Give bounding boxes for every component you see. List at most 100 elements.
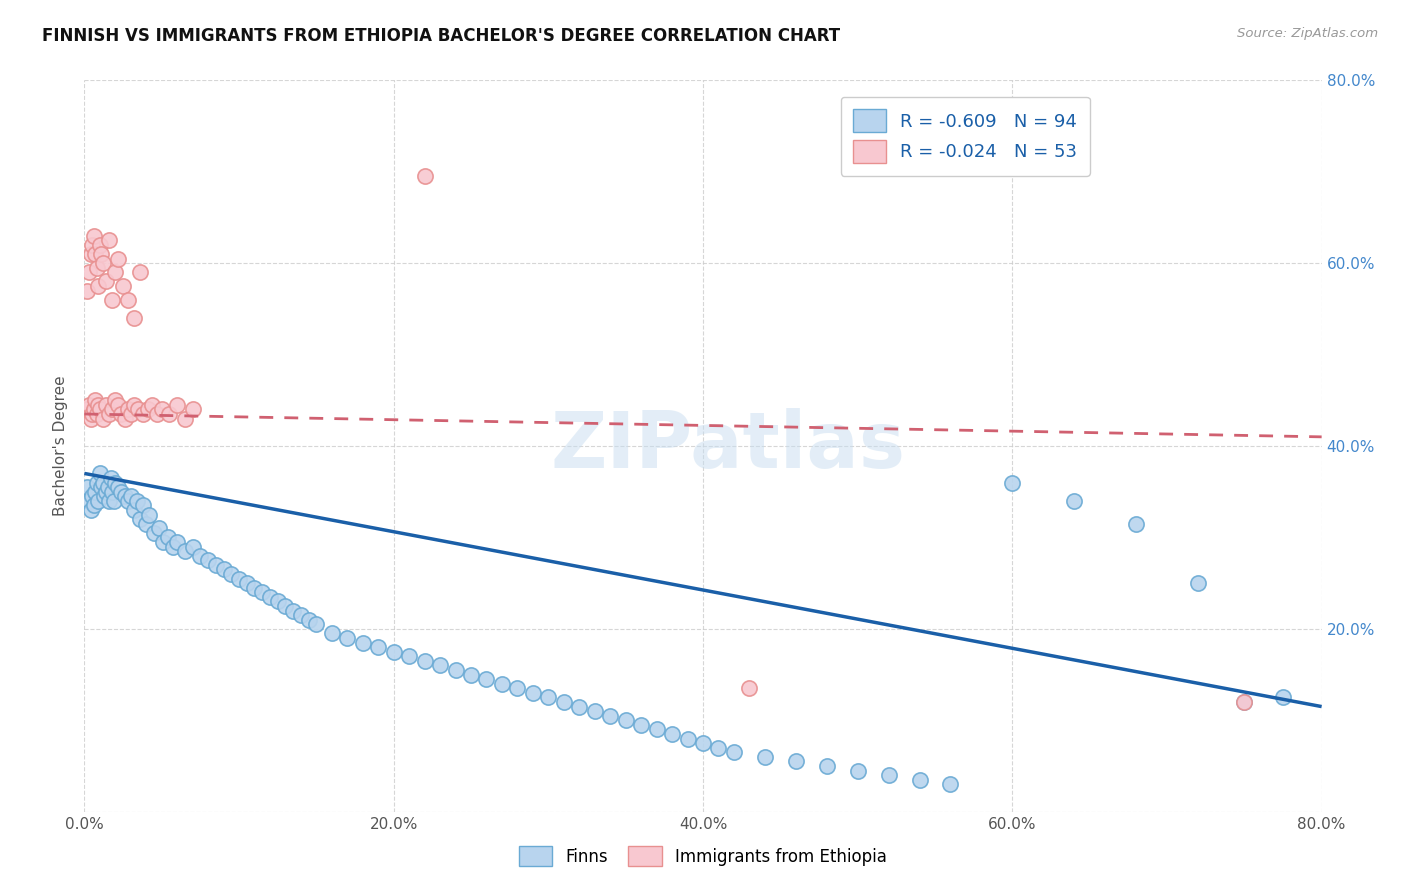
Point (110, 407, 132, 421)
Point (738, 681, 761, 696)
Point (112, 279, 135, 293)
Point (122, 398, 145, 412)
Point (103, 494, 125, 508)
Point (87, 494, 110, 508)
Point (129, 512, 152, 526)
Point (281, 603, 305, 617)
Point (212, 562, 235, 576)
Point (110, 484, 132, 499)
Point (398, 649, 420, 664)
Point (583, 704, 606, 718)
Point (94, 398, 117, 412)
Point (94, 484, 117, 499)
Point (77, 398, 100, 412)
Point (90, 480, 112, 494)
Point (1063, 494, 1085, 508)
Point (645, 723, 668, 737)
Point (120, 407, 142, 421)
Point (122, 310, 145, 325)
Point (413, 169, 436, 184)
Point (86, 407, 108, 421)
Point (87, 279, 110, 293)
Point (290, 608, 312, 623)
Y-axis label: Bachelor's Degree: Bachelor's Degree (53, 376, 69, 516)
Point (475, 672, 498, 686)
Point (1233, 695, 1256, 709)
Point (630, 718, 652, 732)
Point (723, 745, 745, 759)
Point (305, 617, 328, 632)
Point (135, 516, 157, 531)
Point (815, 759, 838, 773)
Point (367, 640, 389, 655)
Point (94, 275, 117, 289)
Point (250, 585, 273, 599)
Point (707, 740, 730, 755)
Point (107, 398, 129, 412)
Point (460, 667, 482, 681)
Point (86, 475, 108, 490)
Point (1125, 516, 1147, 531)
Point (754, 749, 776, 764)
Point (82, 489, 104, 503)
Point (117, 494, 139, 508)
Point (104, 265, 127, 279)
Point (125, 494, 148, 508)
Point (1271, 690, 1294, 705)
Point (174, 411, 197, 425)
Point (243, 581, 266, 595)
Point (197, 553, 219, 567)
Point (568, 699, 591, 714)
Point (77, 265, 100, 279)
Point (79, 503, 101, 517)
Point (82, 238, 104, 252)
Point (599, 708, 621, 723)
Point (104, 475, 127, 490)
Point (89, 402, 111, 417)
Point (100, 471, 122, 485)
Point (84, 393, 107, 408)
Point (91, 411, 114, 425)
Point (91, 475, 114, 490)
Legend: Finns, Immigrants from Ethiopia: Finns, Immigrants from Ethiopia (510, 838, 896, 875)
Point (83, 402, 105, 417)
Point (101, 293, 124, 307)
Point (79, 411, 101, 425)
Point (156, 530, 179, 544)
Point (429, 658, 451, 673)
Point (274, 599, 297, 613)
Text: FINNISH VS IMMIGRANTS FROM ETHIOPIA BACHELOR'S DEGREE CORRELATION CHART: FINNISH VS IMMIGRANTS FROM ETHIOPIA BACH… (42, 27, 841, 45)
Point (107, 252, 129, 266)
Point (444, 663, 467, 677)
Point (553, 695, 575, 709)
Point (114, 411, 136, 425)
Point (352, 635, 374, 649)
Point (89, 238, 111, 252)
Point (148, 521, 170, 535)
Point (146, 407, 169, 421)
Point (162, 540, 184, 554)
Point (692, 736, 714, 750)
Point (114, 489, 136, 503)
Point (174, 544, 197, 558)
Point (132, 407, 155, 421)
Point (96, 480, 118, 494)
Text: ZIPatlas: ZIPatlas (550, 408, 905, 484)
Point (188, 549, 211, 563)
Point (117, 402, 139, 417)
Point (150, 402, 173, 417)
Point (107, 480, 129, 494)
Point (181, 402, 204, 417)
Text: Source: ZipAtlas.com: Source: ZipAtlas.com (1237, 27, 1378, 40)
Point (86, 260, 108, 275)
Point (90, 247, 112, 261)
Point (98, 494, 121, 508)
Point (104, 393, 127, 408)
Legend: R = -0.609   N = 94, R = -0.024   N = 53: R = -0.609 N = 94, R = -0.024 N = 53 (841, 96, 1090, 176)
Point (84, 484, 107, 499)
Point (117, 293, 139, 307)
Point (1187, 576, 1209, 591)
Point (522, 686, 544, 700)
Point (79, 247, 101, 261)
Point (83, 228, 105, 243)
